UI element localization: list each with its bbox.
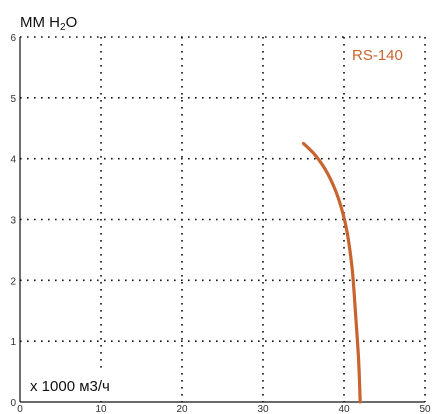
y-tick-label-0: 0 (10, 398, 16, 409)
axis-ticks: 0 10 20 30 40 50 0 1 2 3 4 5 6 (10, 33, 431, 414)
x-axis-label-background (24, 373, 166, 396)
y-tick-label-5: 5 (10, 94, 16, 105)
x-tick-label-20: 20 (176, 404, 188, 414)
y-tick-label-6: 6 (10, 33, 16, 44)
y-tick-label-1: 1 (10, 337, 16, 348)
y-tick-label-3: 3 (10, 216, 16, 227)
x-tick-label-40: 40 (338, 404, 350, 414)
x-axis-label: x 1000 м3/ч (30, 378, 110, 395)
y-axis-label: MM H2O (20, 14, 77, 33)
x-tick-label-10: 10 (95, 404, 107, 414)
series-label-rs-140: RS-140 (352, 47, 403, 64)
series-line-0 (301, 141, 362, 404)
series-lines (301, 141, 362, 404)
grid (19, 36, 426, 403)
y-tick-label-4: 4 (10, 155, 16, 166)
x-tick-label-30: 30 (257, 404, 269, 414)
x-tick-label-50: 50 (419, 404, 431, 414)
y-tick-label-2: 2 (10, 276, 16, 287)
x-tick-label-0: 0 (17, 404, 23, 414)
